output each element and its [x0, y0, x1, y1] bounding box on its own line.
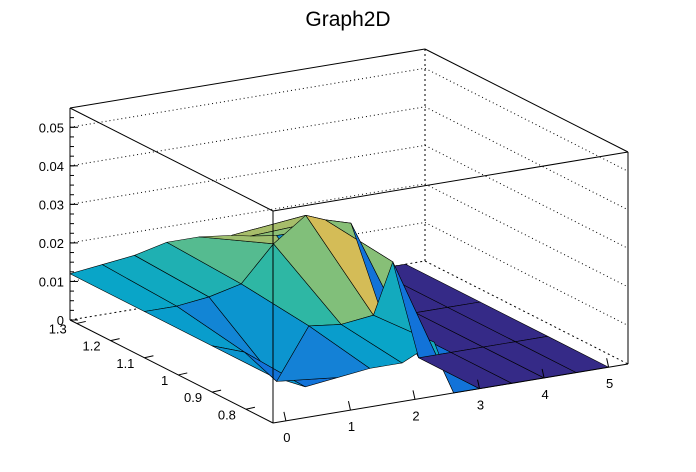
y-tick-label: 1.3 [49, 321, 67, 336]
x-tick-label: 5 [606, 376, 613, 391]
x-tick-label: 0 [283, 430, 290, 445]
y-tick-label: 0.8 [218, 407, 236, 422]
x-tick [283, 411, 287, 421]
y-tick-label: 0.9 [184, 390, 202, 405]
y-tick [144, 355, 154, 359]
surface-mesh [69, 215, 609, 394]
front-box [69, 107, 629, 423]
z-axis: 0 0.01 0.02 0.03 0.04 0.05 [39, 108, 78, 328]
z-tick-label: 0.03 [39, 197, 64, 212]
box-edge [69, 48, 426, 109]
y-axis: 0.8 0.9 1 1.1 1.2 1.3 [49, 319, 274, 424]
x-tick [412, 390, 416, 400]
grid-line [69, 106, 426, 167]
x-tick-label: 1 [348, 419, 355, 434]
x-tick [477, 379, 481, 389]
y-axis-line [69, 319, 274, 424]
z-tick-label: 0.05 [39, 120, 64, 135]
y-tick [245, 406, 256, 410]
x-axis-line [272, 363, 629, 424]
grid-line [424, 67, 629, 172]
x-tick-label: 4 [541, 387, 548, 402]
grid-line [424, 106, 629, 211]
z-tick-label: 0.02 [39, 236, 64, 251]
x-tick-label: 3 [477, 398, 484, 413]
x-tick-label: 2 [412, 408, 419, 423]
x-tick [347, 401, 351, 411]
y-tick-label: 1.2 [83, 339, 101, 354]
x-tick [606, 358, 610, 368]
box-edge [272, 151, 629, 212]
y-tick [178, 372, 188, 376]
z-tick-label: 0 [57, 313, 64, 328]
y-tick [110, 338, 120, 342]
grid-line [69, 67, 426, 128]
x-axis: 0 1 2 3 4 5 [272, 358, 629, 445]
grid-line [69, 144, 426, 205]
box-edge [69, 107, 274, 212]
x-tick [541, 368, 545, 379]
z-tick-label: 0.04 [39, 159, 64, 174]
y-tick [211, 389, 222, 393]
y-tick [76, 320, 86, 324]
grid-line [424, 144, 629, 249]
box-edge [424, 48, 629, 153]
y-tick-label: 1.1 [116, 356, 134, 371]
y-tick-label: 1 [161, 373, 168, 388]
grid-line [424, 183, 629, 288]
z-tick-label: 0.01 [39, 274, 64, 289]
chart-title: Graph2D [305, 8, 390, 31]
